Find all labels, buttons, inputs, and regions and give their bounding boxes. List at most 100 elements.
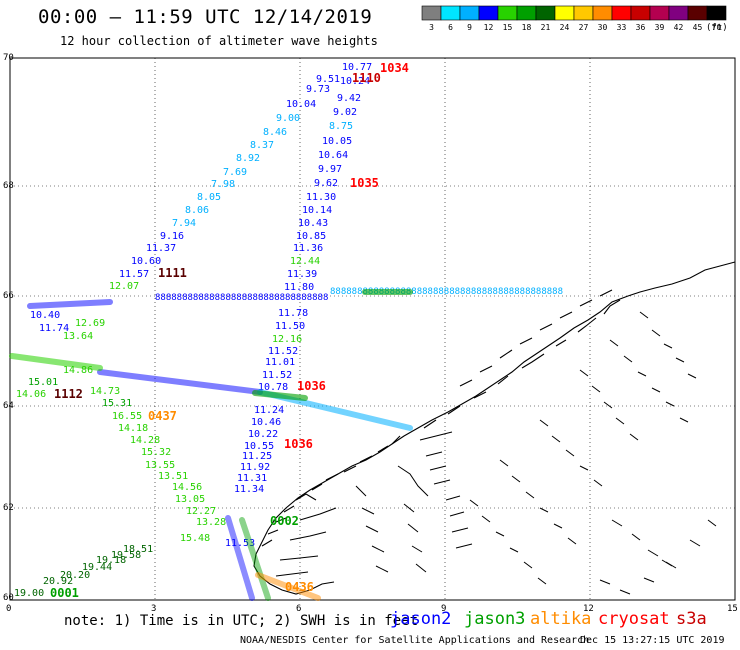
swh-label: 11.92 xyxy=(240,462,270,473)
swh-label: 11.57 xyxy=(119,269,149,280)
time-label: 1110 xyxy=(352,71,381,85)
time-label: 0002 xyxy=(270,514,299,528)
swh-label: 9.51 xyxy=(316,74,340,85)
swh-label: 20.92 xyxy=(43,576,73,587)
colorbar-swatch xyxy=(649,5,670,21)
track-line-5: 18.51 19.58 19.18 19.44 20.20 20.92 19.0… xyxy=(14,544,153,599)
swh-label: 11.50 xyxy=(275,321,305,332)
swh-label: 14.06 xyxy=(16,389,46,400)
footnote: note: 1) Time is in UTC; 2) SWH is in fe… xyxy=(64,613,419,629)
x-tick-label: 3 xyxy=(151,604,156,614)
page-subtitle: 12 hour collection of altimeter wave hei… xyxy=(60,34,378,48)
swh-label: 19.18 xyxy=(96,555,126,566)
colorbar-tick-label: 36 xyxy=(636,23,646,32)
y-tick-label: 68 xyxy=(3,181,14,191)
swh-label: 10.24 xyxy=(340,76,370,87)
swh-label: 8.92 xyxy=(236,153,260,164)
legend-jason3: jason3 xyxy=(464,609,526,629)
map-frame xyxy=(9,57,736,601)
swh-label: 9.62 xyxy=(314,178,338,189)
swh-label: 19.00 xyxy=(14,588,44,599)
colorbar-swatch xyxy=(440,5,461,21)
swh-label: 10.43 xyxy=(298,218,328,229)
swh-label: 11.52 xyxy=(268,346,298,357)
colorbar-tick-label: 9 xyxy=(467,23,472,32)
coastline-islands xyxy=(355,311,717,595)
swh-label: 10.05 xyxy=(322,136,352,147)
swh-label: 18.51 xyxy=(123,544,153,555)
x-tick-label: 12 xyxy=(583,604,594,614)
coastline xyxy=(253,261,736,595)
colorbar-tick-label: 18 xyxy=(522,23,532,32)
time-label: 1111 xyxy=(158,266,187,280)
colorbar-tick-label: 15 xyxy=(503,23,513,32)
swh-label: 9.02 xyxy=(333,107,357,118)
swh-label: 10.55 xyxy=(244,441,274,452)
swh-label: 10.78 xyxy=(258,382,288,393)
legend-jason2: jason2 xyxy=(390,609,452,629)
colorbar-swatch xyxy=(668,5,689,21)
page-title: 00:00 – 11:59 UTC 12/14/2019 xyxy=(38,6,373,28)
x-tick-label: 6 xyxy=(296,604,301,614)
colorbar-swatch xyxy=(516,5,537,21)
swh-label: 7.69 xyxy=(223,167,247,178)
y-tick-label: 62 xyxy=(3,503,14,513)
swh-label: 10.85 xyxy=(296,231,326,242)
colorbar-tick-label: 27 xyxy=(579,23,589,32)
swh-label: 12.44 xyxy=(290,256,320,267)
swh-label: 9.16 xyxy=(160,231,184,242)
time-label: 1034 xyxy=(380,61,409,75)
colorbar-tick-label: 45 xyxy=(693,23,703,32)
colorbar-tick-label: 30 xyxy=(598,23,608,32)
swh-label: 7.98 xyxy=(211,179,235,190)
footer-org: NOAA/NESDIS Center for Satellite Applica… xyxy=(240,635,590,646)
swh-label: 11.30 xyxy=(306,192,336,203)
swh-label: 13.05 xyxy=(175,494,205,505)
colorbar: 3 6 9 12 15 18 21 24 27 30 33 36 39 42 45 70 xyxy=(421,5,727,32)
svg-text:888888888888888888888888888888: 8888888888888888888888888888888888888888… xyxy=(330,287,563,297)
colorbar-tick-label: 3 xyxy=(429,23,434,32)
legend-altika: altika xyxy=(530,609,592,629)
x-tick-label: 0 xyxy=(6,604,11,614)
swh-label: 12.27 xyxy=(186,506,216,517)
swh-label: 11.39 xyxy=(287,269,317,280)
swh-label: 10.04 xyxy=(286,99,316,110)
colorbar-tick-label: 6 xyxy=(448,23,453,32)
swh-label: 11.53 xyxy=(225,538,255,549)
swh-label: 16.55 xyxy=(112,411,142,422)
colorbar-swatch xyxy=(478,5,499,21)
colorbar-swatch xyxy=(706,5,727,21)
y-tick-label: 66 xyxy=(3,291,14,301)
time-label: 1036 xyxy=(284,437,313,451)
colorbar-tick-label: 21 xyxy=(541,23,551,32)
colorbar-tick-label: 70 xyxy=(712,23,722,32)
swh-label: 19.44 xyxy=(82,562,112,573)
swh-label: 11.34 xyxy=(234,484,264,495)
track-line-1: 10.77 10.24 9.42 9.02 8.75 10.05 10.64 9… xyxy=(314,62,372,189)
colorbar-swatch xyxy=(573,5,594,21)
colorbar-swatch xyxy=(459,5,480,21)
swh-label: 12.07 xyxy=(109,281,139,292)
swh-label: 14.28 xyxy=(130,435,160,446)
swh-label: 11.74 xyxy=(39,323,69,334)
colorbar-swatch xyxy=(421,5,442,21)
swh-label: 13.28 xyxy=(196,517,226,528)
colorbar-tick-label: 12 xyxy=(484,23,494,32)
track-line-4: 12.07 10.40 11.74 12.69 13.64 15.01 14.0… xyxy=(16,281,255,549)
legend-s3a: s3a xyxy=(676,609,707,629)
swh-label: 9.73 xyxy=(306,84,330,95)
swh-label: 8.05 xyxy=(197,192,221,203)
swh-label: 10.46 xyxy=(251,417,281,428)
x-tick-label: 15 xyxy=(727,604,738,614)
swh-label: 10.77 xyxy=(342,62,372,73)
colorbar-tick-label: 39 xyxy=(655,23,665,32)
x-tick-label: 9 xyxy=(441,604,446,614)
swh-label: 11.01 xyxy=(265,357,295,368)
colorbar-swatch xyxy=(611,5,632,21)
swh-label: 10.14 xyxy=(302,205,332,216)
swh-label: 10.40 xyxy=(30,310,60,321)
y-tick-label: 64 xyxy=(3,401,14,411)
swh-label: 8.37 xyxy=(250,140,274,151)
colorbar-swatch xyxy=(535,5,556,21)
